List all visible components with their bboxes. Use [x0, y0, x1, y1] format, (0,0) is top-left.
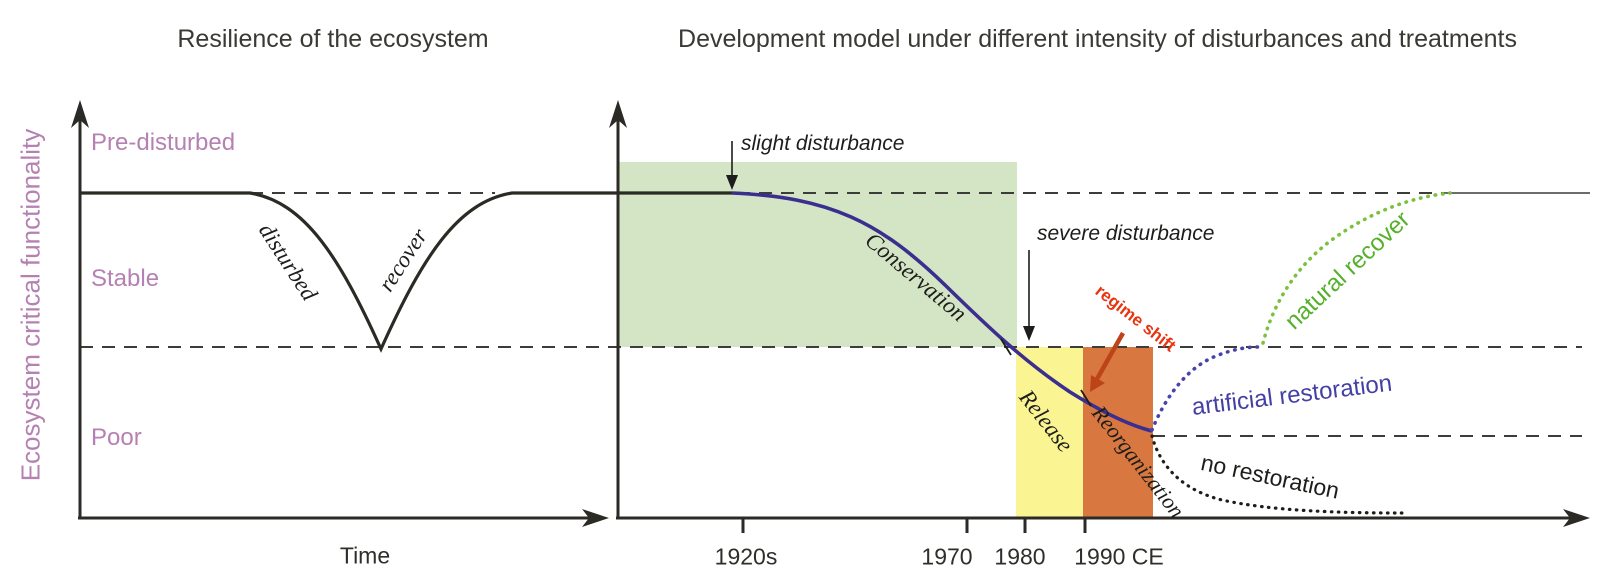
severe-disturbance-label: severe disturbance: [1037, 222, 1215, 245]
severe-disturbance-arrowhead: [1023, 326, 1035, 341]
left-panel-title: Resilience of the ecosystem: [177, 25, 489, 53]
curve-tick-severe: [1000, 338, 1012, 356]
curve-tick-regime: [1080, 389, 1092, 407]
right-y-axis-arrowhead: [609, 100, 627, 128]
left-x-axis-arrowhead: [582, 509, 609, 527]
tick-label-1980: 1980: [994, 543, 1046, 570]
x-axis-label-time: Time: [339, 542, 391, 569]
tick-label-1970: 1970: [921, 543, 973, 570]
tick-label-1920s: 1920s: [714, 543, 778, 570]
left-y-axis-arrowhead: [71, 100, 89, 128]
level-label-pre-disturbed: Pre-disturbed: [91, 129, 236, 156]
slight-disturbance-arrowhead: [726, 175, 738, 190]
level-label-poor: Poor: [91, 424, 142, 451]
reorganization-phase-box: [1083, 347, 1153, 518]
tick-label-1990: 1990 CE: [1074, 543, 1164, 570]
resilience-curve: [80, 191, 732, 353]
regime-shift-arrowhead: [1090, 375, 1105, 392]
regime-shift-arrow: [1095, 331, 1125, 381]
natural-recover-curve: [1261, 191, 1452, 345]
y-axis-label: Ecosystem critical functionality: [15, 128, 46, 482]
level-label-stable: Stable: [91, 265, 160, 292]
no-restoration-curve: [1150, 434, 1404, 515]
right-panel-title: Development model under different intens…: [678, 25, 1517, 53]
slight-disturbance-label: slight disturbance: [741, 132, 905, 155]
right-x-axis-arrowhead: [1563, 509, 1590, 527]
development-curve: [731, 191, 1153, 433]
artificial-restoration-curve: [1150, 345, 1260, 432]
